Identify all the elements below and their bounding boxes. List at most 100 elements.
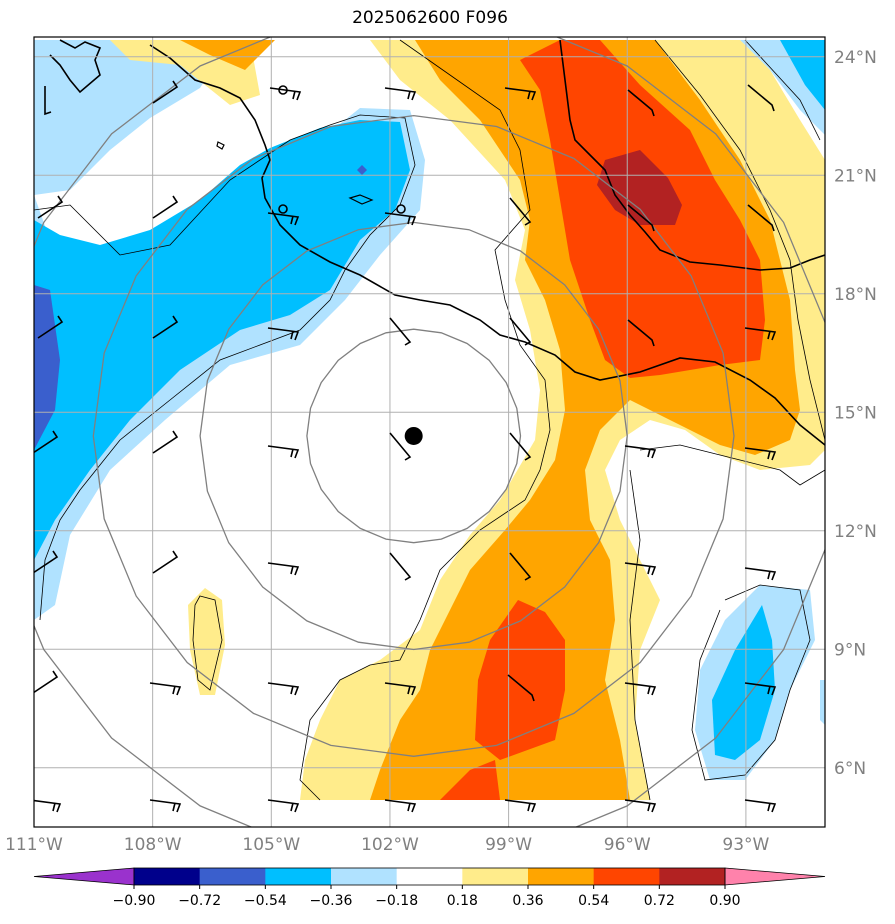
wind-barb	[34, 550, 59, 574]
map-frame	[33, 36, 826, 828]
negative-region-mid	[34, 120, 410, 560]
colorbar-segment	[659, 868, 726, 885]
lon-tick-label: 105°W	[242, 835, 300, 855]
storm-center-marker	[404, 426, 423, 445]
wind-barb	[389, 317, 412, 346]
colorbar-frame	[133, 867, 726, 886]
wind-barb	[747, 84, 775, 112]
lon-tick-label: 99°W	[485, 835, 532, 855]
colorbar-label: 0.36	[512, 893, 543, 909]
lat-tick-label: 9°N	[834, 640, 866, 660]
wind-barb	[267, 562, 300, 576]
coast-island	[216, 141, 225, 150]
colorbar-label: 0.90	[709, 893, 740, 909]
wind-barb	[384, 682, 417, 696]
colorbar-segment	[528, 868, 595, 885]
range-rings	[34, 37, 825, 827]
wind-barb	[384, 799, 417, 813]
negative-region-dark	[34, 285, 60, 450]
positive-region-redorange-s	[440, 600, 565, 800]
negative-region-edge	[820, 680, 825, 725]
wind-barb	[152, 80, 179, 104]
negative-dot	[357, 165, 367, 175]
wind-barb	[37, 315, 64, 339]
colorbar-label: −0.90	[113, 893, 156, 909]
wind-barb	[509, 552, 532, 581]
range-ring	[34, 37, 825, 827]
colorbar-segment	[331, 868, 398, 885]
positive-small-yellow	[188, 588, 225, 695]
wind-barb	[149, 799, 182, 813]
lon-tick-label: 102°W	[361, 835, 419, 855]
wind-barb	[744, 799, 777, 813]
small-zero-contour	[192, 595, 223, 691]
wind-barb	[152, 195, 179, 219]
wind-barb	[152, 430, 179, 454]
wind-barb	[152, 550, 179, 574]
wind-barb	[627, 319, 655, 347]
wind-barb	[37, 195, 64, 219]
wind-barb	[509, 317, 532, 346]
wind-barb	[267, 212, 300, 226]
wind-barb	[34, 799, 62, 813]
colorbar-label: −0.36	[310, 893, 353, 909]
wind-barb	[34, 670, 59, 694]
lat-tick-label: 6°N	[834, 759, 866, 779]
wind-barb	[509, 197, 532, 226]
colorbar-segment	[593, 868, 660, 885]
wind-barb	[267, 799, 300, 813]
coastline-mexico	[49, 39, 825, 446]
range-ring	[92, 114, 735, 757]
wind-barb	[509, 432, 532, 461]
wind-barb	[744, 327, 777, 341]
longitude-labels: 111°W 108°W 105°W 102°W 99°W 96°W 93°W	[5, 835, 769, 855]
colorbar: −0.90 −0.72 −0.54 −0.36 −0.18 0.18 0.36 0.54 0.7…	[33, 867, 826, 909]
wind-barb	[624, 445, 657, 459]
wind-barb	[34, 430, 59, 454]
wind-barb	[384, 87, 417, 101]
latitude-labels: 24°N 21°N 18°N 15°N 12°N 9°N 6°N	[834, 48, 877, 779]
colorbar-segment	[134, 868, 201, 885]
lake-marker-2	[278, 204, 288, 214]
wind-barb	[744, 447, 777, 461]
wind-barb	[504, 799, 537, 813]
coastlines	[34, 39, 825, 801]
wind-barb	[149, 682, 182, 696]
wind-barb	[267, 682, 300, 696]
colorbar-segment	[265, 868, 332, 885]
wind-barb	[747, 204, 775, 232]
colorbar-extend-high	[724, 867, 826, 886]
colorbar-label: 0.18	[447, 893, 478, 909]
colorbar-label: −0.54	[244, 893, 287, 909]
colorbar-segment	[396, 868, 463, 885]
range-ring	[199, 221, 628, 651]
lat-tick-label: 12°N	[834, 522, 877, 542]
wind-barb	[627, 89, 655, 117]
lake-marker-3	[396, 204, 406, 214]
wind-barbs	[34, 80, 777, 813]
lat-tick-label: 21°N	[834, 166, 877, 186]
gridlines	[34, 37, 825, 827]
wind-barb	[744, 682, 777, 696]
wind-barb	[384, 212, 417, 226]
colorbar-segment	[462, 868, 529, 885]
wind-barb	[627, 204, 655, 232]
lon-tick-label: 108°W	[124, 835, 182, 855]
wind-barb	[389, 552, 412, 581]
wind-barb	[269, 87, 302, 101]
colorbar-segment	[199, 868, 266, 885]
wind-barb	[267, 327, 300, 341]
lat-tick-label: 24°N	[834, 48, 877, 68]
wind-barb	[389, 432, 412, 461]
colorbar-label: −0.72	[178, 893, 221, 909]
wind-barb	[507, 674, 535, 702]
range-ring	[306, 328, 522, 544]
zero-contour	[34, 39, 825, 801]
wind-barb	[267, 445, 300, 459]
wind-barb	[152, 315, 179, 339]
wind-barb	[744, 567, 777, 581]
wind-barb	[504, 87, 537, 101]
coast-island-2	[348, 194, 374, 205]
lon-tick-label: 93°W	[722, 835, 769, 855]
